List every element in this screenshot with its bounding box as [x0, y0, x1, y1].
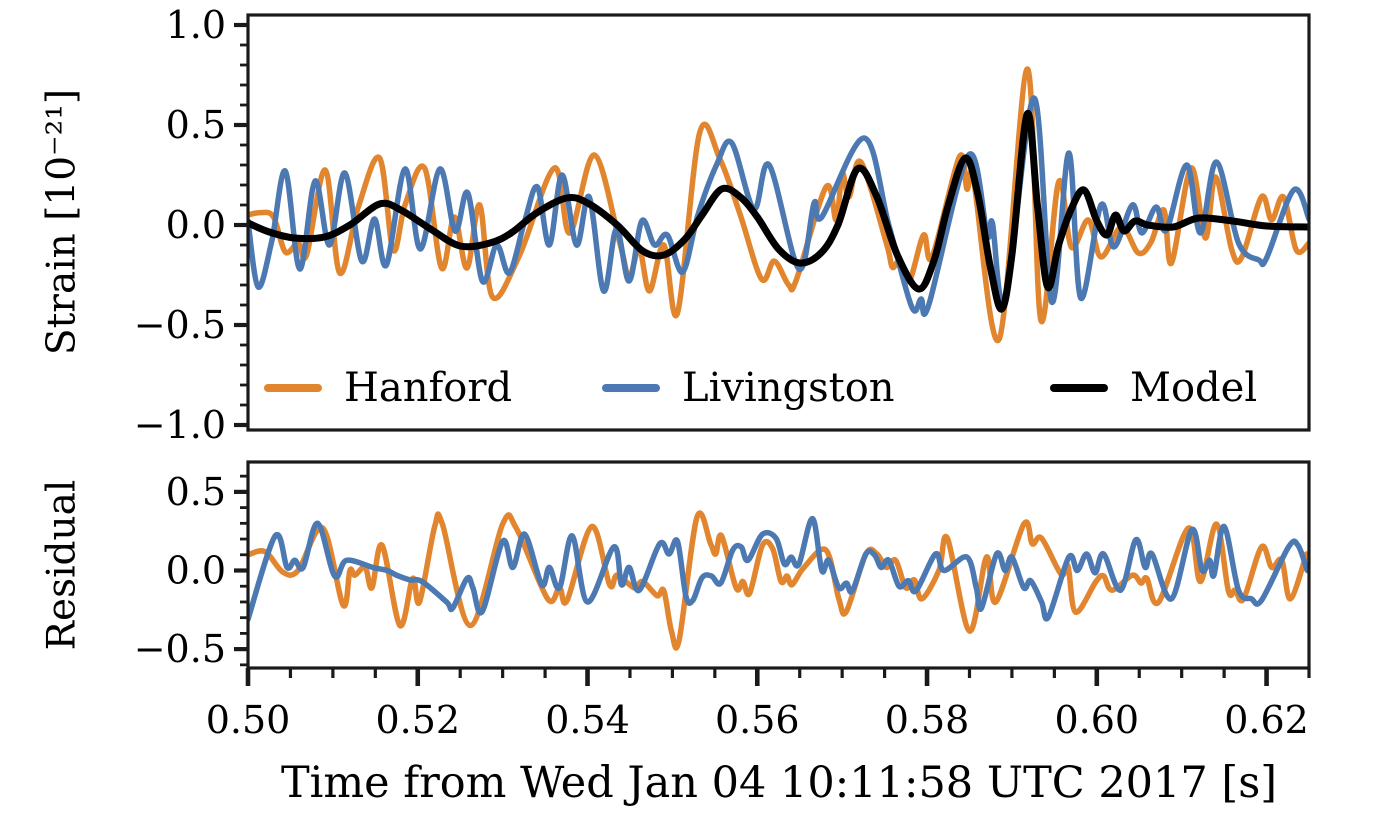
residual-panel-frame — [246, 460, 1311, 670]
x-tick-label: 0.62 — [1224, 698, 1309, 742]
x-tick-label: 0.60 — [1054, 698, 1139, 742]
strain-axis-label: Strain [10⁻²¹] — [39, 88, 85, 356]
strain-panel-frame — [246, 13, 1311, 432]
legend-item-livingston: Livingston — [602, 366, 895, 410]
y-tick-label: −0.5 — [134, 303, 226, 347]
model-legend-label: Model — [1130, 365, 1258, 411]
x-tick-label: 0.58 — [885, 698, 970, 742]
y-tick-label: 0.0 — [166, 203, 226, 247]
residual-axis-label: Residual — [39, 479, 85, 651]
y-tick-label: 0.5 — [166, 103, 226, 147]
residual-y-axis-ticks — [234, 474, 248, 667]
strain-y-axis-ticks — [234, 22, 248, 428]
hanford-residual-line — [248, 510, 1309, 651]
y-tick-label: −1.0 — [134, 403, 226, 447]
legend-item-model: Model — [1050, 366, 1257, 410]
x-tick-label: 0.50 — [206, 698, 291, 742]
livingston-line — [248, 95, 1309, 317]
time-axis-label: Time from Wed Jan 04 10:11:58 UTC 2017 [… — [280, 758, 1278, 808]
residual-series-group — [248, 510, 1309, 651]
livingston-legend-label: Livingston — [682, 365, 895, 411]
model-line-swatch — [1050, 384, 1108, 392]
strain-series-group — [248, 66, 1309, 344]
model-line — [248, 110, 1309, 313]
livingston-residual-line — [248, 515, 1309, 623]
hanford-line-swatch — [264, 384, 322, 392]
x-tick-label: 0.54 — [545, 698, 630, 742]
y-tick-label: −0.5 — [134, 627, 226, 671]
hanford-legend-label: Hanford — [344, 365, 513, 411]
x-tick-label: 0.56 — [715, 698, 800, 742]
y-tick-label: 0.0 — [166, 549, 226, 593]
x-tick-label: 0.52 — [375, 698, 460, 742]
legend-item-hanford: Hanford — [264, 366, 512, 410]
y-tick-label: 1.0 — [166, 3, 226, 47]
livingston-line-swatch — [602, 384, 660, 392]
x-axis-ticks — [245, 668, 1311, 686]
y-tick-label: 0.5 — [166, 470, 226, 514]
